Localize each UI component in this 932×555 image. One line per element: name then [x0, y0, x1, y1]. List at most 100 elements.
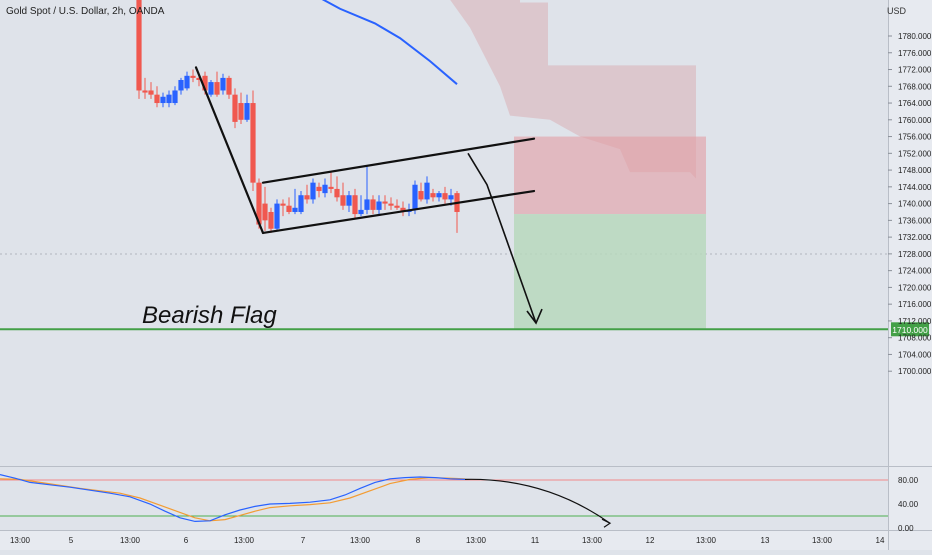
candle-body	[412, 184, 418, 210]
candle-body	[154, 94, 160, 104]
candle	[430, 188, 436, 202]
candle-body	[208, 82, 214, 95]
candle-body	[280, 203, 286, 206]
flag-pole-line	[194, 66, 265, 235]
candle-body	[298, 195, 304, 212]
oscillator-forecast-arrow	[464, 478, 611, 524]
oscillator-k-line	[0, 474, 466, 523]
candle-body	[424, 182, 430, 200]
y-tick-label: 1732.000	[898, 233, 932, 242]
candle-body	[310, 182, 316, 200]
candle-body	[346, 195, 352, 206]
candle-body	[214, 82, 220, 95]
x-tick-label: 12	[646, 536, 655, 545]
candle	[418, 182, 424, 202]
candle-body	[196, 77, 202, 80]
x-tick-label: 14	[876, 536, 885, 545]
candle-body	[430, 193, 436, 198]
candle-body	[226, 77, 232, 95]
y-tick-label: 1724.000	[898, 267, 932, 276]
y-tick-label: 1776.000	[898, 49, 932, 58]
y-tick-label: 1764.000	[898, 99, 932, 108]
flag-lower-line	[261, 189, 536, 235]
candle	[184, 71, 190, 91]
x-tick-label: 13	[761, 536, 770, 545]
candle-body	[184, 75, 190, 89]
candle-body	[352, 195, 358, 215]
flag-upper-line	[261, 137, 536, 184]
candle-body	[442, 193, 448, 200]
candle-body	[316, 186, 322, 192]
candle	[208, 79, 214, 97]
oscillator-panel	[0, 466, 888, 530]
x-tick-label: 13:00	[10, 536, 31, 545]
x-tick-label: 13:00	[350, 536, 371, 545]
candle	[148, 82, 154, 99]
y-tick-label: 1708.000	[898, 334, 932, 343]
candle	[262, 186, 268, 231]
y-tick-label: 1712.000	[898, 317, 932, 326]
price-panel	[0, 0, 888, 466]
candle-body	[178, 79, 184, 91]
candle-body	[232, 94, 238, 122]
candle	[436, 191, 442, 202]
y-tick-label: 1728.000	[898, 250, 932, 259]
y-tick-label: 1756.000	[898, 133, 932, 142]
candle	[388, 197, 394, 210]
candle-body	[418, 191, 424, 200]
candle	[280, 199, 286, 217]
candle	[364, 165, 370, 215]
candle	[160, 92, 166, 108]
x-tick-label: 13:00	[696, 536, 717, 545]
y-tick-label: 1740.000	[898, 200, 932, 209]
candle-body	[388, 203, 394, 206]
candle	[394, 199, 400, 210]
symbol-title: Gold Spot / U.S. Dollar, 2h, OANDA	[6, 6, 165, 17]
candle	[400, 201, 406, 217]
candle-body	[160, 96, 166, 104]
candle	[358, 195, 364, 217]
candle	[166, 90, 172, 108]
x-tick-label: 7	[301, 536, 306, 545]
x-tick-label: 13:00	[120, 536, 141, 545]
candle-body	[256, 182, 262, 225]
candle-body	[250, 103, 256, 183]
candle-body	[436, 193, 442, 198]
candle	[304, 184, 310, 204]
candle-body	[340, 195, 346, 206]
candle-body	[370, 199, 376, 210]
candle	[172, 86, 178, 106]
candle	[250, 90, 256, 192]
candle-body	[136, 0, 142, 91]
x-tick-label: 8	[416, 536, 421, 545]
candle	[316, 182, 322, 198]
candle-body	[262, 203, 268, 221]
candle-body	[286, 205, 292, 212]
moving-average-line	[321, 0, 458, 85]
candle	[442, 186, 448, 204]
candle-body	[148, 90, 154, 95]
price-scale	[888, 0, 932, 550]
candle	[346, 191, 352, 212]
candle	[328, 172, 334, 194]
candle-body	[364, 199, 370, 210]
candle-body	[244, 103, 250, 120]
pattern-label: Bearish Flag	[142, 302, 277, 329]
candle	[226, 75, 232, 99]
candle	[220, 73, 226, 95]
candle	[232, 88, 238, 129]
candle-body	[238, 103, 244, 120]
candle-body	[304, 195, 310, 200]
y-tick-label: 1720.000	[898, 283, 932, 292]
x-tick-label: 13:00	[234, 536, 255, 545]
candle-body	[328, 186, 334, 189]
target-price-text: 1710.000	[892, 325, 928, 335]
projection-arrow	[467, 152, 537, 324]
candle	[136, 0, 142, 99]
candle-body	[400, 207, 406, 212]
candle	[352, 188, 358, 219]
oscillator-y-tick-label: 40.00	[898, 500, 919, 509]
candle	[238, 92, 244, 124]
x-tick-label: 6	[184, 536, 189, 545]
